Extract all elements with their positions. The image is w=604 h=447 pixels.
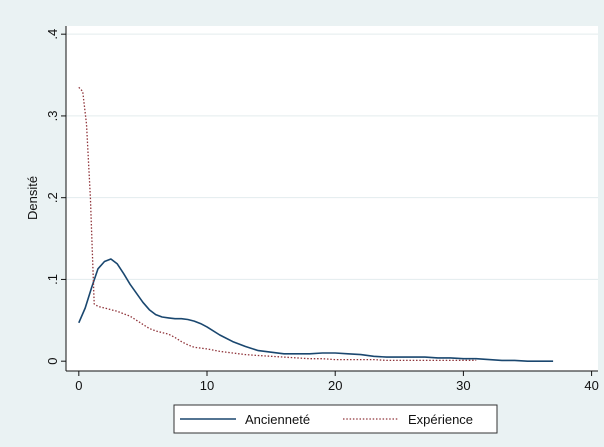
grid-lines xyxy=(66,33,598,280)
legend: Ancienneté Expérience xyxy=(173,404,498,434)
legend-label-expérience: Expérience xyxy=(408,412,473,427)
series-line-ancienneté xyxy=(78,258,554,363)
y-tick-label-0: 0 xyxy=(45,358,60,365)
x-tick-label-2: 20 xyxy=(328,378,342,393)
series-line-expérience xyxy=(78,86,477,362)
y-tick-label-3: .3 xyxy=(45,111,60,122)
x-tick-label-0: 0 xyxy=(75,378,82,393)
plot-area xyxy=(66,26,598,371)
series-lines xyxy=(78,86,554,363)
x-tick-label-4: 40 xyxy=(584,378,598,393)
x-tick-label-3: 30 xyxy=(456,378,470,393)
y-tick-label-2: .2 xyxy=(45,192,60,203)
x-tick-label-1: 10 xyxy=(200,378,214,393)
y-tick-label-1: .1 xyxy=(45,274,60,285)
legend-label-ancienneté: Ancienneté xyxy=(245,412,310,427)
y-tick-label-4: .4 xyxy=(45,29,60,40)
y-axis-title: Densité xyxy=(25,176,40,220)
axes: 0 .1 .2 .3 .4 0 10 20 30 40 xyxy=(45,26,599,393)
